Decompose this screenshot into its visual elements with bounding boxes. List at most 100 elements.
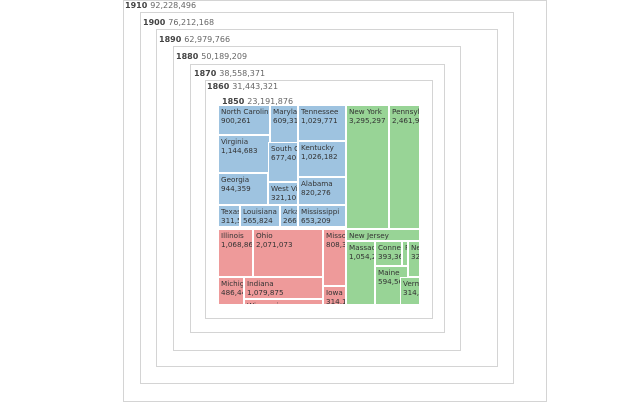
state-name: Conne [378, 243, 401, 252]
state-cell[interactable]: North Carolina 900,261 [218, 105, 270, 135]
state-cell[interactable]: Misso 808,3 [323, 229, 346, 286]
state-value: 1,054,2 [349, 252, 375, 261]
state-cell[interactable]: Conne 393,36 [375, 241, 402, 266]
state-value: 944,359 [221, 184, 251, 193]
state-value: 1,068,862 [221, 240, 253, 249]
year-label-population: 62,979,766 [184, 35, 231, 44]
frame-1880 [173, 46, 461, 351]
state-value: 820,276 [301, 188, 331, 197]
state-value: 594,56 [378, 277, 404, 286]
state-cell[interactable]: Alabama 820,276 [298, 177, 346, 205]
state-name: Arka [283, 207, 298, 216]
state-value: 1,079,875 [247, 288, 284, 297]
state-cell[interactable] [346, 304, 391, 305]
state-name: Louisiana [243, 207, 277, 216]
state-name: South C [271, 144, 298, 153]
frame-1860 [205, 80, 433, 319]
state-name: Wisconsin [247, 301, 320, 304]
state-cell[interactable]: Arka 266 [280, 205, 298, 227]
state-cell[interactable]: Maryland609,31 [270, 105, 298, 143]
state-name: Tennessee [301, 107, 339, 116]
year-label-year: 1900 [143, 18, 166, 27]
state-value: 677,40 [271, 153, 297, 162]
state-cell[interactable]: Tennessee 1,029,771 [298, 105, 346, 141]
state-name: Maine [378, 268, 400, 277]
state-cell[interactable]: R [402, 241, 408, 266]
state-name: Verm [403, 279, 420, 288]
state-value: 565,824 [243, 216, 273, 225]
state-cell[interactable]: Texas 311,5 [218, 205, 240, 227]
state-cell[interactable]: West Vi 321,10 [268, 182, 298, 205]
state-name: Nev [411, 243, 419, 252]
frame-1890 [156, 29, 498, 367]
state-name: Maryland [273, 107, 298, 116]
state-name: Pennsylva [392, 107, 420, 116]
state-value: 653,209 [301, 216, 331, 225]
year-label-population: 50,189,209 [201, 52, 248, 61]
year-label-1890[interactable]: 1890 62,979,766 [159, 35, 230, 45]
state-cell[interactable]: Indiana 1,079,875 [244, 277, 323, 299]
state-value: 311,5 [221, 216, 240, 225]
state-cell[interactable]: Massach1,054,2 [346, 241, 375, 305]
state-value: 1,026,182 [301, 152, 338, 161]
state-name: Illinois [221, 231, 244, 240]
year-label-year: 1910 [125, 1, 148, 10]
state-cell[interactable]: Nev320 [408, 241, 420, 277]
year-label-1910[interactable]: 1910 92,228,496 [125, 1, 196, 11]
state-name: West Vi [271, 184, 298, 193]
year-label-year: 1850 [222, 97, 245, 106]
state-cell[interactable]: New York 3,295,297 [346, 105, 389, 229]
state-cell[interactable]: South C 677,40 [268, 142, 298, 182]
state-name: New Jersey [349, 231, 389, 240]
state-name: Georgia [221, 175, 250, 184]
year-label-year: 1880 [176, 52, 199, 61]
year-label-year: 1890 [159, 35, 182, 44]
state-cell[interactable]: Kentucky 1,026,182 [298, 141, 346, 177]
frame-1900 [140, 12, 514, 384]
state-value: 486,44 [221, 288, 244, 297]
state-value: 1,029,771 [301, 116, 338, 125]
year-label-year: 1870 [194, 69, 217, 78]
state-name: Kentucky [301, 143, 334, 152]
state-value: 609,31 [273, 116, 298, 125]
year-label-population: 23,191,876 [247, 97, 294, 106]
state-name: Michig [221, 279, 244, 288]
state-value: 393,36 [378, 252, 402, 261]
year-label-year: 1860 [207, 82, 230, 91]
year-label-1870[interactable]: 1870 38,558,371 [194, 69, 265, 79]
year-label-1850[interactable]: 1850 23,191,876 [222, 97, 293, 107]
state-value: 2,461,96 [392, 116, 420, 125]
year-label-1860[interactable]: 1860 31,443,321 [207, 82, 278, 92]
state-cell[interactable]: Georgia 944,359 [218, 173, 268, 205]
state-name: Virginia [221, 137, 249, 146]
year-label-1880[interactable]: 1880 50,189,209 [176, 52, 247, 62]
state-name: Misso [326, 231, 346, 240]
state-value: 320 [411, 252, 420, 261]
state-cell[interactable]: Iowa 314,1 [323, 286, 346, 305]
state-value: 3,295,297 [349, 116, 386, 125]
state-cell[interactable]: Mississippi 653,209 [298, 205, 346, 227]
year-label-population: 76,212,168 [168, 18, 215, 27]
state-cell[interactable]: Michig 486,44 [218, 277, 244, 305]
state-name: Iowa [326, 288, 343, 297]
state-value: 266 [283, 216, 297, 225]
treemap-1850: North Carolina900,261Maryland609,31Tenne… [218, 105, 420, 305]
state-cell[interactable]: New Jersey [346, 229, 420, 241]
state-value: 321,10 [271, 193, 297, 202]
state-cell[interactable]: Ohio 2,071,073 [253, 229, 323, 277]
state-value: 314,1 [326, 297, 346, 305]
state-cell[interactable]: Wisconsin [244, 299, 323, 305]
state-name: New York [349, 107, 382, 116]
state-cell[interactable]: Pennsylva2,461,96 [389, 105, 420, 229]
state-name: Indiana [247, 279, 274, 288]
state-name: Mississippi [301, 207, 340, 216]
state-cell[interactable] [393, 304, 420, 305]
state-value: 1,144,683 [221, 146, 258, 155]
state-cell[interactable]: Virginia 1,144,683 [218, 135, 270, 173]
year-label-1900[interactable]: 1900 76,212,168 [143, 18, 214, 28]
state-cell[interactable]: Louisiana 565,824 [240, 205, 280, 227]
state-name: Texas [221, 207, 240, 216]
year-label-population: 38,558,371 [219, 69, 266, 78]
